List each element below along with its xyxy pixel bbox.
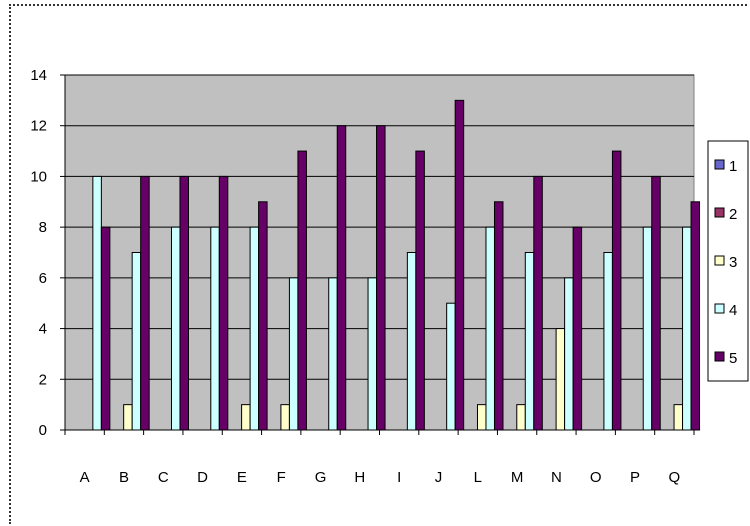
bar-series-4 [210, 226, 220, 431]
y-tick-label: 0 [39, 422, 47, 439]
bar-series-4 [603, 252, 613, 431]
y-tick-label: 10 [30, 168, 47, 185]
bar-series-4 [170, 226, 181, 431]
bar-series-4 [328, 277, 338, 431]
bar-series-4 [682, 226, 692, 431]
bar-series-4 [524, 252, 535, 431]
y-tick-label: 12 [30, 118, 47, 135]
y-tick-label: 6 [39, 270, 47, 287]
bar-series-5 [415, 150, 425, 431]
bar-series-5 [651, 175, 661, 431]
legend-swatch-1 [714, 159, 725, 170]
bar-series-4 [288, 277, 299, 431]
bar-series-5 [179, 175, 189, 431]
x-tick-label: P [630, 469, 640, 486]
bar-series-4 [485, 226, 495, 431]
x-tick-label: B [119, 469, 129, 486]
bar-series-3 [476, 404, 487, 431]
legend-swatch-5 [714, 351, 725, 362]
bar-series-5 [336, 125, 347, 431]
bar-series-4 [92, 175, 102, 431]
bar-series-3 [516, 404, 526, 431]
legend-swatch-4 [714, 303, 725, 314]
bar-series-5 [533, 175, 543, 431]
x-tick-label: F [277, 469, 286, 486]
bar-series-4 [642, 226, 653, 431]
bar-series-4 [406, 252, 417, 431]
x-tick-label: O [590, 469, 602, 486]
x-tick-label: E [237, 469, 247, 486]
bar-series-3 [123, 404, 133, 431]
bar-series-4 [446, 302, 456, 431]
bar-series-5 [611, 150, 622, 431]
x-tick-label: M [511, 469, 524, 486]
legend-label-2: 2 [729, 206, 737, 223]
x-tick-label: A [80, 469, 90, 486]
y-tick-label: 2 [39, 371, 47, 388]
chart-frame [9, 4, 747, 524]
legend-label-3: 3 [729, 254, 737, 271]
bar-series-5 [297, 150, 307, 431]
x-tick-label: J [435, 469, 443, 486]
x-tick-label: G [315, 469, 327, 486]
bar-series-5 [493, 201, 504, 431]
bar-series-5 [258, 201, 268, 431]
y-tick-label: 8 [39, 219, 47, 236]
legend-swatch-2 [714, 207, 725, 218]
bar-series-4 [131, 252, 142, 431]
bar-series-5 [140, 175, 150, 431]
y-tick-label: 14 [30, 67, 47, 84]
bar-series-5 [690, 201, 701, 431]
bar-series-5 [572, 226, 583, 431]
x-tick-label: H [354, 469, 365, 486]
bar-series-3 [673, 404, 684, 431]
bar-series-5 [100, 226, 111, 431]
x-tick-label: Q [669, 469, 681, 486]
bar-series-5 [218, 175, 229, 431]
y-tick-label: 4 [39, 321, 47, 338]
bar-series-3 [555, 328, 566, 431]
legend-label-4: 4 [729, 302, 737, 319]
bar-series-5 [454, 99, 465, 431]
x-tick-label: C [158, 469, 169, 486]
x-tick-label: I [397, 469, 401, 486]
legend-label-1: 1 [729, 158, 737, 175]
bar-series-3 [280, 404, 290, 431]
bar-series-4 [564, 277, 574, 431]
bar-series-4 [249, 226, 260, 431]
x-tick-label: L [474, 469, 482, 486]
bar-series-4 [367, 277, 378, 431]
bar-series-5 [376, 125, 386, 431]
legend [707, 140, 749, 382]
x-tick-label: D [197, 469, 208, 486]
legend-swatch-3 [714, 255, 725, 266]
x-tick-label: N [551, 469, 562, 486]
bar-series-3 [241, 404, 251, 431]
legend-label-5: 5 [729, 350, 737, 367]
